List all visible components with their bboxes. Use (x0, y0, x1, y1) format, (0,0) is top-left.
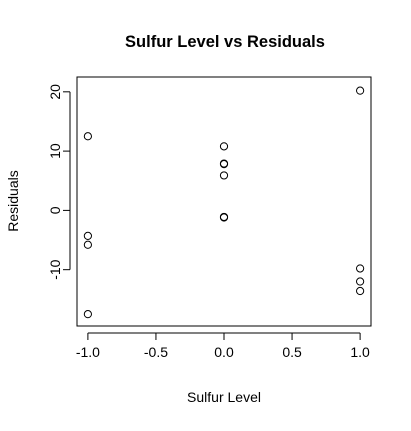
data-point (356, 286, 365, 296)
y-axis-label: Residuals (5, 170, 21, 231)
data-point (219, 212, 229, 222)
data-point (83, 231, 92, 240)
x-axis-label: Sulfur Level (187, 389, 261, 405)
data-point (219, 142, 229, 151)
data-point (356, 86, 365, 95)
data-point (83, 132, 92, 141)
x-tick-label: 0.0 (214, 344, 234, 360)
x-tick-label: 1.0 (350, 344, 370, 360)
x-tick-label: -0.5 (144, 344, 168, 360)
y-axis: -10 0 10 20 (47, 84, 71, 280)
chart-title: Sulfur Level vs Residuals (125, 33, 325, 51)
plot-frame (76, 76, 372, 327)
data-points (83, 86, 365, 319)
x-tick-label: 0.5 (282, 344, 302, 360)
data-point (356, 264, 365, 273)
y-tick-label: 0 (47, 206, 63, 214)
data-point (219, 171, 229, 180)
y-tick-label: 20 (47, 84, 63, 100)
data-point (83, 240, 92, 249)
x-tick-label: -1.0 (76, 344, 100, 360)
y-tick-label: -10 (47, 259, 63, 279)
x-axis: -1.0 -0.5 0.0 0.5 1.0 (76, 332, 370, 360)
data-point (219, 160, 229, 169)
data-point (83, 310, 92, 319)
y-tick-label: 10 (47, 143, 63, 159)
data-point (356, 277, 365, 286)
